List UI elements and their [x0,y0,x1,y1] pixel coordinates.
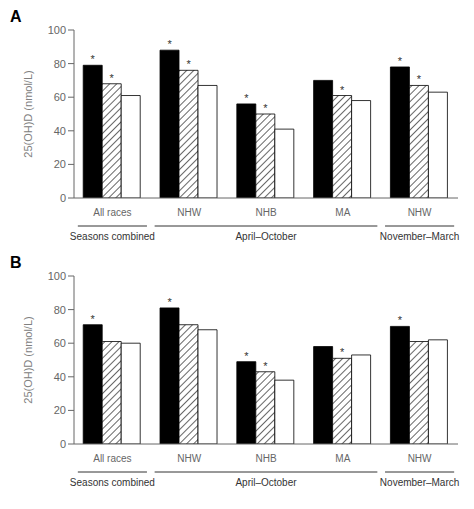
svg-text:*: * [91,313,96,325]
svg-text:*: * [417,73,422,85]
svg-text:April–October: April–October [235,477,297,488]
svg-text:20: 20 [54,404,66,416]
html-text:B: B [10,254,22,271]
svg-text:25(OH)D (nmol/L): 25(OH)D (nmol/L) [22,316,34,403]
svg-text:*: * [263,360,268,372]
svg-text:60: 60 [54,337,66,349]
svg-text:*: * [244,350,249,362]
svg-text:100: 100 [48,270,66,282]
svg-text:20: 20 [54,158,66,170]
svg-text:November–March: November–March [380,477,459,488]
svg-text:0: 0 [60,438,66,450]
svg-text:80: 80 [54,58,66,70]
svg-text:Seasons combined: Seasons combined [70,231,155,242]
svg-text:*: * [263,102,268,114]
svg-text:Seasons combined: Seasons combined [70,477,155,488]
svg-text:NHB: NHB [255,453,276,464]
svg-text:April–October: April–October [235,231,297,242]
svg-text:0: 0 [60,192,66,204]
svg-text:MA: MA [335,207,350,218]
svg-text:*: * [110,72,115,84]
svg-text:November–March: November–March [380,231,459,242]
svg-text:*: * [167,296,172,308]
svg-text:*: * [186,58,191,70]
svg-text:All races: All races [93,207,131,218]
svg-text:NHW: NHW [177,207,201,218]
svg-text:*: * [340,84,345,96]
svg-text:NHW: NHW [408,453,432,464]
svg-text:NHW: NHW [408,207,432,218]
svg-text:NHB: NHB [255,207,276,218]
svg-text:*: * [244,92,249,104]
svg-text:NHW: NHW [177,453,201,464]
html-text:A: A [10,8,22,25]
svg-text:All races: All races [93,453,131,464]
svg-text:100: 100 [48,24,66,36]
svg-text:*: * [398,55,403,67]
svg-text:MA: MA [335,453,350,464]
svg-text:25(OH)D (nmol/L): 25(OH)D (nmol/L) [22,70,34,157]
svg-text:*: * [398,314,403,326]
svg-text:*: * [340,346,345,358]
svg-text:40: 40 [54,371,66,383]
svg-text:40: 40 [54,125,66,137]
svg-text:80: 80 [54,304,66,316]
svg-text:*: * [167,38,172,50]
svg-text:60: 60 [54,91,66,103]
svg-text:*: * [91,53,96,65]
